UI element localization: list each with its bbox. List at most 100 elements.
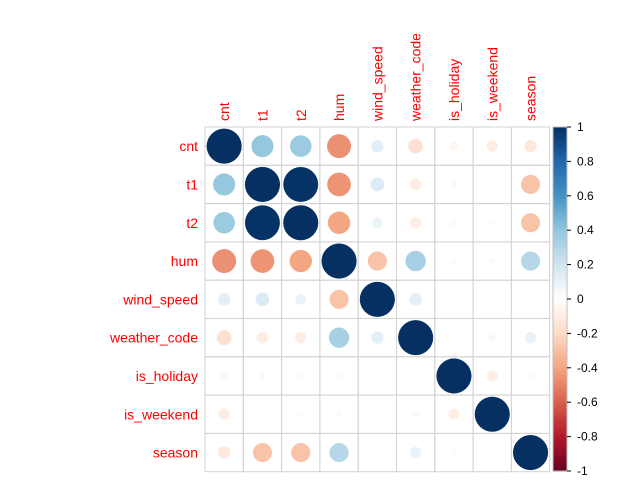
corr-circle-is_weekend-weather_code xyxy=(411,410,420,418)
colorbar-segment xyxy=(553,367,567,372)
colorbar-segment xyxy=(553,336,567,341)
colorbar-segment xyxy=(553,374,567,379)
corr-circle-is_holiday-hum xyxy=(335,372,343,380)
corr-circle-season-season xyxy=(513,435,549,471)
corr-circle-weather_code-t2 xyxy=(295,331,307,344)
colorbar-segment xyxy=(553,450,567,455)
colorbar-segment xyxy=(553,467,567,472)
corr-circle-wind_speed-weather_code xyxy=(409,293,422,306)
colorbar-segment xyxy=(553,168,567,173)
corr-circle-t2-weather_code xyxy=(409,217,422,229)
colorbar-tick-label: 0.6 xyxy=(577,189,594,203)
colorbar-segment xyxy=(553,302,567,307)
corr-circle-wind_speed-season xyxy=(528,297,533,302)
colorbar-segment xyxy=(553,233,567,238)
corr-circle-t1-season xyxy=(520,174,541,195)
colorbar-segment xyxy=(553,343,567,348)
corr-circle-is_holiday-weather_code xyxy=(413,373,418,378)
row-label-t2: t2 xyxy=(186,215,198,231)
corr-circle-cnt-season xyxy=(524,139,537,153)
corr-circle-cnt-hum xyxy=(327,134,352,159)
corr-circle-t2-cnt xyxy=(213,211,235,234)
colorbar-segment xyxy=(553,223,567,228)
corr-circle-hum-wind_speed xyxy=(367,251,387,271)
corr-circle-t1-hum xyxy=(327,172,351,197)
corr-circle-t1-weather_code xyxy=(409,178,422,191)
colorbar-segment xyxy=(553,137,567,142)
colorbar-tick-label: 0.4 xyxy=(577,223,594,237)
colorbar-segment xyxy=(553,426,567,431)
colorbar-segment xyxy=(553,312,567,317)
corr-circle-t2-season xyxy=(520,213,541,233)
colorbar-segment xyxy=(553,178,567,183)
corr-circle-hum-cnt xyxy=(212,249,237,274)
colorbar-tick-label: 0 xyxy=(577,292,584,306)
corr-circle-is_holiday-season xyxy=(527,372,534,380)
colorbar-segment xyxy=(553,164,567,169)
colorbar-segment xyxy=(553,151,567,156)
colorbar-segment xyxy=(553,299,567,304)
colorbar-segment xyxy=(553,409,567,414)
colorbar-segment xyxy=(553,347,567,352)
colorbar-segment xyxy=(553,415,567,420)
colorbar-segment xyxy=(553,340,567,345)
colorbar-segment xyxy=(553,326,567,331)
corr-circle-t2-wind_speed xyxy=(371,217,383,229)
colorbar-segment xyxy=(553,271,567,276)
colorbar-segment xyxy=(553,398,567,403)
corr-circle-weather_code-hum xyxy=(328,327,350,348)
colorbar-tick-label: 0.2 xyxy=(577,258,594,272)
corr-circle-weather_code-is_weekend xyxy=(488,333,496,342)
colorbar-segment xyxy=(553,213,567,218)
colorbar-segment xyxy=(553,285,567,290)
corr-circle-hum-hum xyxy=(321,243,357,279)
colorbar-segment xyxy=(553,127,567,132)
colorbar-segment xyxy=(553,175,567,180)
corr-circle-season-t2 xyxy=(291,442,311,463)
colorbar-tick-label: -1 xyxy=(577,464,588,478)
colorbar-segment xyxy=(553,171,567,176)
row-label-is_weekend: is_weekend xyxy=(124,406,198,422)
col-label-is_holiday: is_holiday xyxy=(446,59,462,121)
corr-circle-is_weekend-wind_speed xyxy=(375,412,380,417)
colorbar-segment xyxy=(553,250,567,255)
corr-circle-t2-t1 xyxy=(244,205,280,241)
row-labels: cnt t1 t2 hum wind_speed weather_code is_holid… xyxy=(109,138,198,460)
corr-circle-weather_code-t1 xyxy=(256,331,269,344)
corr-circle-is_weekend-is_weekend xyxy=(474,396,510,432)
col-label-cnt: cnt xyxy=(216,102,232,121)
colorbar-segment xyxy=(553,443,567,448)
corr-circle-is_weekend-t2 xyxy=(298,411,304,417)
col-label-t2: t2 xyxy=(293,109,309,121)
colorbar-segment xyxy=(553,305,567,310)
row-label-wind_speed: wind_speed xyxy=(122,291,198,307)
corr-circle-weather_code-season xyxy=(524,331,537,344)
colorbar-segment xyxy=(553,274,567,279)
col-label-hum: hum xyxy=(331,94,347,121)
colorbar: 1 0.8 0.6 0.4 0.2 0 -0.2 -0.4 -0.6 -0.8 -1 xyxy=(552,120,598,478)
colorbar-segment xyxy=(553,206,567,211)
colorbar-segment xyxy=(553,192,567,197)
colorbar-segment xyxy=(553,202,567,207)
colorbar-segment xyxy=(553,257,567,262)
corr-circle-cnt-is_holiday xyxy=(449,142,459,151)
colorbar-segment xyxy=(553,281,567,286)
colorbar-segment xyxy=(553,457,567,462)
corr-circle-hum-is_weekend xyxy=(489,257,496,265)
colorbar-segment xyxy=(553,453,567,458)
colorbar-segment xyxy=(553,185,567,190)
colorbar-segment xyxy=(553,333,567,338)
corr-circle-is_holiday-is_holiday xyxy=(436,358,472,394)
colorbar-segment xyxy=(553,254,567,259)
colorbar-segment xyxy=(553,381,567,386)
grid xyxy=(204,126,551,473)
colorbar-segment xyxy=(553,371,567,376)
colorbar-segment xyxy=(553,278,567,283)
corr-circle-season-wind_speed xyxy=(375,450,380,455)
colorbar-segment xyxy=(553,385,567,390)
corr-circle-is_holiday-cnt xyxy=(220,371,229,381)
col-label-t1: t1 xyxy=(254,109,270,121)
corr-circle-wind_speed-wind_speed xyxy=(359,281,395,317)
colorbar-tick-label: -0.4 xyxy=(577,361,598,375)
corr-circle-weather_code-wind_speed xyxy=(371,331,384,344)
